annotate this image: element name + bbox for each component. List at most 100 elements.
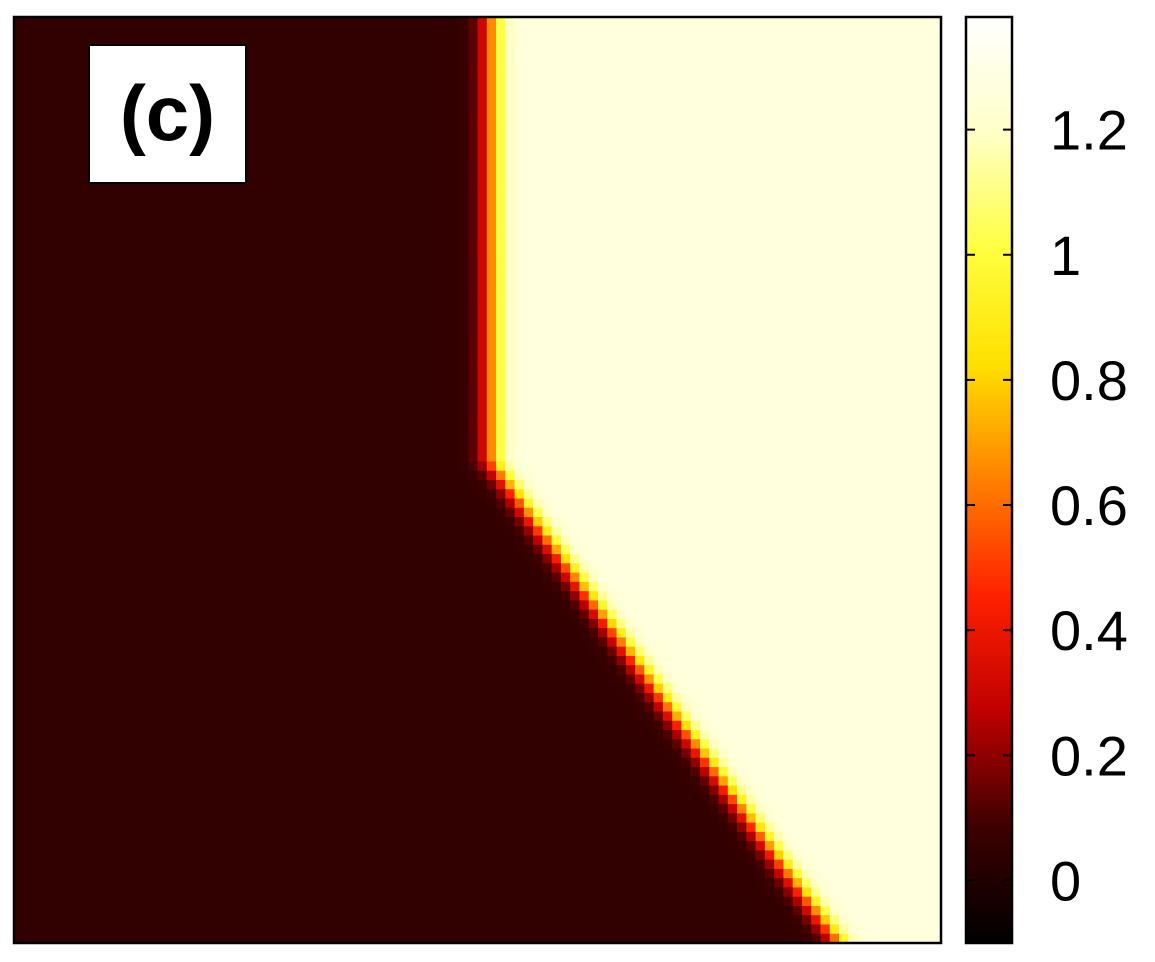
heatmap-cell (635, 17, 645, 27)
heatmap-cell (338, 442, 349, 453)
heatmap-cell (486, 341, 497, 351)
heatmap-cell (496, 35, 506, 46)
heatmap-cell (625, 44, 636, 55)
heatmap-cell (375, 72, 386, 83)
heatmap-cell (644, 118, 655, 129)
heatmap-cell (394, 155, 404, 166)
heatmap-cell (579, 239, 590, 250)
heatmap-cell (394, 276, 404, 287)
heatmap-cell (579, 276, 590, 287)
heatmap-cell (811, 109, 822, 120)
heatmap-cell (60, 35, 71, 46)
heatmap-cell (635, 183, 645, 194)
heatmap-cell (51, 91, 61, 101)
heatmap-cell (60, 341, 71, 351)
heatmap-cell (347, 44, 358, 55)
heatmap-cell (282, 118, 293, 129)
heatmap-cell (356, 229, 367, 240)
heatmap-cell (180, 192, 191, 203)
heatmap-cell (792, 396, 803, 407)
heatmap-cell (51, 155, 61, 166)
heatmap-cell (366, 331, 377, 342)
heatmap-cell (245, 294, 256, 305)
heatmap-cell (681, 331, 692, 342)
heatmap-cell (774, 26, 785, 37)
heatmap-cell (560, 378, 571, 388)
heatmap-cell (273, 257, 284, 268)
heatmap-cell (282, 72, 293, 83)
heatmap-cell (607, 118, 618, 129)
heatmap-cell (143, 359, 154, 370)
heatmap-cell (913, 109, 924, 120)
heatmap-cell (699, 109, 710, 120)
heatmap-cell (496, 128, 506, 138)
heatmap-cell (449, 470, 460, 481)
heatmap-cell (449, 304, 460, 314)
heatmap-cell (449, 63, 460, 74)
heatmap-cell (579, 442, 590, 453)
heatmap-cell (125, 35, 136, 46)
heatmap-cell (199, 220, 210, 231)
heatmap-cell (245, 239, 256, 250)
heatmap-cell (227, 248, 238, 259)
heatmap-cell (718, 276, 729, 287)
heatmap-cell (496, 359, 506, 370)
heatmap-cell (922, 146, 933, 157)
heatmap-cell (737, 239, 747, 250)
heatmap-cell (51, 267, 61, 277)
heatmap-cell (458, 239, 469, 250)
heatmap-cell (496, 267, 506, 277)
heatmap-cell (301, 248, 312, 259)
heatmap-cell (699, 174, 710, 185)
heatmap-cell (347, 146, 358, 157)
heatmap-cell (783, 359, 794, 370)
heatmap-cell (449, 165, 460, 176)
heatmap-cell (78, 239, 89, 250)
heatmap-cell (199, 202, 210, 213)
heatmap-cell (653, 257, 664, 268)
heatmap-cell (607, 192, 618, 203)
heatmap-cell (848, 285, 859, 296)
heatmap-cell (51, 202, 61, 213)
heatmap-cell (598, 72, 608, 83)
heatmap-cell (458, 267, 469, 277)
heatmap-cell (477, 81, 488, 92)
heatmap-cell (458, 424, 469, 435)
heatmap-cell (764, 146, 775, 157)
heatmap-cell (431, 267, 442, 277)
heatmap-cell (653, 304, 664, 314)
heatmap-cell (412, 470, 423, 481)
heatmap-cell (922, 202, 933, 213)
heatmap-cell (551, 415, 562, 426)
heatmap-cell (319, 137, 330, 148)
heatmap-cell (292, 54, 302, 64)
heatmap-cell (616, 396, 627, 407)
heatmap-cell (727, 442, 738, 453)
heatmap-cell (208, 229, 219, 240)
heatmap-cell (162, 239, 173, 250)
heatmap-cell (162, 424, 173, 435)
heatmap-cell (412, 341, 423, 351)
heatmap-cell (505, 91, 516, 101)
heatmap-cell (718, 470, 729, 481)
heatmap-cell (523, 452, 534, 463)
heatmap-cell (347, 248, 358, 259)
heatmap-cell (699, 452, 710, 463)
heatmap-cell (764, 183, 775, 194)
heatmap-cell (319, 118, 330, 129)
heatmap-cell (227, 267, 238, 277)
heatmap-cell (217, 378, 228, 388)
heatmap-cell (245, 81, 256, 92)
heatmap-cell (356, 415, 367, 426)
heatmap-cell (329, 174, 340, 185)
heatmap-cell (866, 63, 877, 74)
heatmap-cell (458, 368, 469, 379)
heatmap-cell (496, 26, 506, 37)
heatmap-cell (523, 211, 534, 222)
heatmap-cell (78, 202, 89, 213)
heatmap-cell (551, 17, 562, 27)
heatmap-cell (653, 452, 664, 463)
heatmap-cell (153, 239, 163, 250)
heatmap-cell (598, 91, 608, 101)
heatmap-cell (755, 415, 766, 426)
